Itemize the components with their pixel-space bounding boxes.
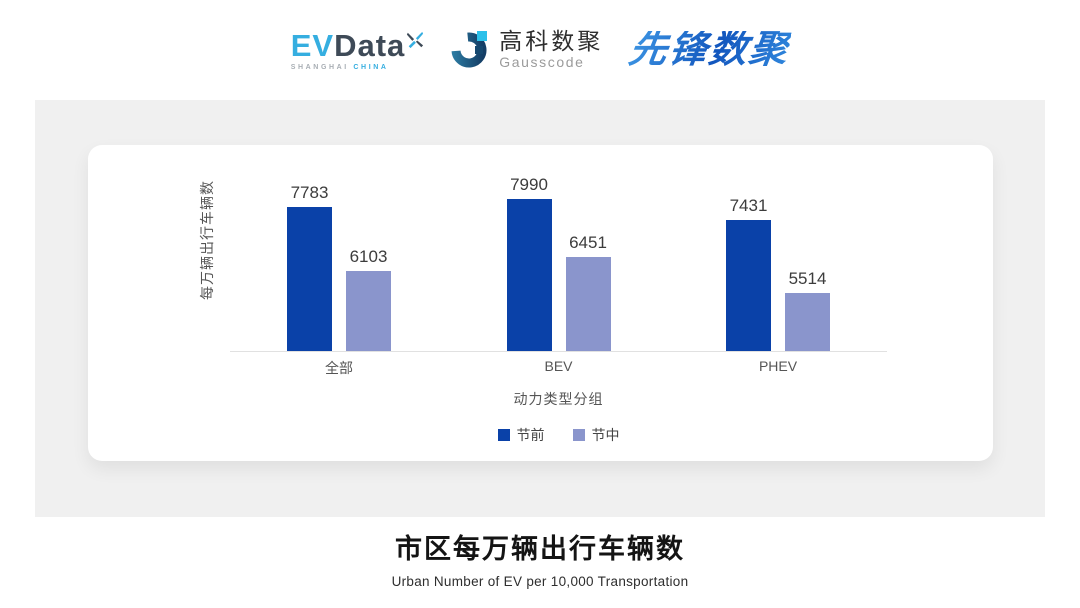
bar-value-label: 7783 [290,183,329,202]
evdata-logo: EV Data SHANGHAI CHINA [291,30,425,71]
chart-panel: 每万辆出行车辆数 7783 6103 7990 6451 7431 5514 全部 BEV P… [35,100,1045,517]
plot-area: 7783 6103 7990 6451 7431 5514 [230,175,887,352]
evdata-china-text: CHINA [353,63,389,71]
x-axis-categories: 全部 BEV PHEV [230,358,887,378]
bar-节前-全部: 7783 [287,183,332,351]
brand-header: EV Data SHANGHAI CHINA [0,0,1080,100]
evdata-wordmark: EV Data [291,30,425,61]
category-label-PHEV: PHEV [758,358,798,374]
chart-subtitle: Urban Number of EV per 10,000 Transporta… [391,574,689,589]
evdata-shanghai-text: SHANGHAI [290,63,349,71]
xianfeng-shuju-logo: 先锋数聚 [626,29,793,71]
bar-value-label: 7990 [510,175,548,194]
chart-title-block: 市区每万辆出行车辆数 Urban Number of EV per 10,000… [0,527,1080,589]
evdata-data-text: Data [334,27,406,63]
category-label-全部: 全部 [325,360,353,376]
gausscode-text: 高科数聚 Gausscode [499,28,604,71]
legend-label: 节中 [591,427,620,443]
legend-item-节前: 节前 [497,425,545,445]
bar-group-PHEV: 7431 5514 [726,196,830,351]
evdata-subtitle: SHANGHAI CHINA [291,64,425,71]
gausscode-en-text: Gausscode [499,54,585,71]
gausscode-cn-text: 高科数聚 [499,28,604,55]
bar-节前-BEV: 7990 [506,175,552,351]
bar-group-全部: 7783 6103 [287,183,391,351]
bar-节中-BEV: 6451 [565,233,611,351]
category-label-BEV: BEV [544,358,573,374]
bar-chart: 7783 6103 7990 6451 7431 5514 全部 BEV PHEV 动力类型分… [230,175,887,445]
legend-swatch [572,429,585,441]
sparkle-star-icon [406,23,424,54]
gausscode-logo: 高科数聚 Gausscode [450,28,603,73]
y-axis-label: 每万辆出行车辆数 [199,180,215,300]
evdata-ev-text: EV [290,27,335,63]
bar-节前-PHEV: 7431 [726,196,771,351]
legend-item-节中: 节中 [572,425,620,445]
bar-节中-全部: 6103 [346,247,391,351]
legend: 节前 节中 [230,425,887,445]
bar-value-label: 7431 [729,196,768,215]
bar-value-label: 6103 [349,247,388,266]
chart-card: 每万辆出行车辆数 7783 6103 7990 6451 7431 5514 全部 BEV P… [88,145,993,461]
legend-swatch [497,429,510,441]
gausscode-g-icon [450,28,490,73]
bar-group-BEV: 7990 6451 [506,175,611,351]
bar-value-label: 5514 [788,269,827,288]
bar-节中-PHEV: 5514 [785,269,830,351]
x-axis-label: 动力类型分组 [513,391,604,407]
legend-label: 节前 [516,427,545,443]
chart-title: 市区每万辆出行车辆数 [395,534,685,564]
bar-value-label: 6451 [569,233,607,252]
